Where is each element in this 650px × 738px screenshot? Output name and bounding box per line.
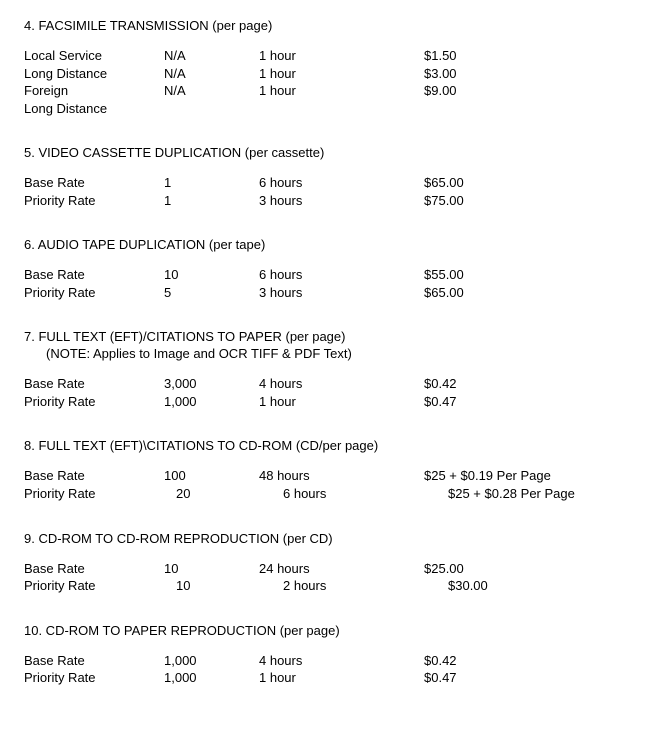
rate-qty: 10 [164, 266, 259, 284]
rate-qty: 10 [164, 560, 259, 578]
rate-time: 4 hours [259, 375, 424, 393]
section: 7. FULL TEXT (EFT)/CITATIONS TO PAPER (p… [24, 329, 626, 410]
rate-price: $9.00 [424, 82, 626, 100]
rate-label: Long Distance [24, 100, 164, 118]
section-title: 4. FACSIMILE TRANSMISSION (per page) [24, 18, 626, 33]
section-title: 10. CD-ROM TO PAPER REPRODUCTION (per pa… [24, 623, 626, 638]
rate-label: Base Rate [24, 560, 164, 578]
rate-row: Priority Rate102 hours$30.00 [24, 577, 626, 595]
rate-row: Local ServiceN/A1 hour$1.50 [24, 47, 626, 65]
rate-label: Priority Rate [24, 669, 164, 687]
rate-label: Priority Rate [24, 284, 164, 302]
rate-price: $65.00 [424, 174, 626, 192]
rate-label: Priority Rate [24, 485, 164, 503]
rate-row: Priority Rate206 hours$25 + $0.28 Per Pa… [24, 485, 626, 503]
rate-price: $25 + $0.28 Per Page [448, 485, 626, 503]
rate-time: 1 hour [259, 82, 424, 100]
rate-qty: 3,000 [164, 375, 259, 393]
rate-label: Long Distance [24, 65, 164, 83]
rate-time: 48 hours [259, 467, 424, 485]
rate-price: $1.50 [424, 47, 626, 65]
rate-price: $0.47 [424, 393, 626, 411]
rate-price: $3.00 [424, 65, 626, 83]
rate-row: Base Rate10048 hours$25 + $0.19 Per Page [24, 467, 626, 485]
rate-row: Base Rate16 hours$65.00 [24, 174, 626, 192]
rate-price: $0.42 [424, 375, 626, 393]
rate-time: 1 hour [259, 47, 424, 65]
rate-time: 1 hour [259, 669, 424, 687]
rate-label: Priority Rate [24, 393, 164, 411]
rate-label: Base Rate [24, 174, 164, 192]
rate-time: 1 hour [259, 65, 424, 83]
rate-price: $0.42 [424, 652, 626, 670]
rate-time: 1 hour [259, 393, 424, 411]
section: 8. FULL TEXT (EFT)\CITATIONS TO CD-ROM (… [24, 438, 626, 502]
rate-qty: 1,000 [164, 652, 259, 670]
rate-label: Foreign [24, 82, 164, 100]
rate-price: $30.00 [448, 577, 626, 595]
rate-row: Long DistanceN/A1 hour$3.00 [24, 65, 626, 83]
rate-time: 3 hours [259, 192, 424, 210]
section-note: (NOTE: Applies to Image and OCR TIFF & P… [46, 346, 626, 361]
rate-row: Priority Rate1,0001 hour$0.47 [24, 669, 626, 687]
rate-qty: 1,000 [164, 669, 259, 687]
rate-qty: 100 [164, 467, 259, 485]
section: 4. FACSIMILE TRANSMISSION (per page) Loca… [24, 18, 626, 117]
rate-time: 6 hours [259, 174, 424, 192]
rate-qty: N/A [164, 65, 259, 83]
rate-label: Base Rate [24, 375, 164, 393]
section-title: 5. VIDEO CASSETTE DUPLICATION (per casse… [24, 145, 626, 160]
rate-qty: 20 [164, 485, 271, 503]
rate-price: $65.00 [424, 284, 626, 302]
rate-time: 4 hours [259, 652, 424, 670]
rate-label: Local Service [24, 47, 164, 65]
rate-label: Priority Rate [24, 577, 164, 595]
rate-qty: N/A [164, 82, 259, 100]
rate-time: 3 hours [259, 284, 424, 302]
rate-price: $55.00 [424, 266, 626, 284]
rate-time: 6 hours [259, 266, 424, 284]
rate-label: Base Rate [24, 652, 164, 670]
rate-row: Base Rate106 hours$55.00 [24, 266, 626, 284]
rate-label: Base Rate [24, 266, 164, 284]
rate-qty: 1 [164, 192, 259, 210]
rate-qty: 5 [164, 284, 259, 302]
section: 6. AUDIO TAPE DUPLICATION (per tape) Base… [24, 237, 626, 301]
rate-time: 2 hours [271, 577, 448, 595]
section-title: 7. FULL TEXT (EFT)/CITATIONS TO PAPER (p… [24, 329, 626, 344]
rate-qty: 1,000 [164, 393, 259, 411]
section-title: 8. FULL TEXT (EFT)\CITATIONS TO CD-ROM (… [24, 438, 626, 453]
rate-row: Priority Rate13 hours$75.00 [24, 192, 626, 210]
rate-row: Priority Rate1,0001 hour$0.47 [24, 393, 626, 411]
rate-time: 6 hours [271, 485, 448, 503]
rate-row: Base Rate1,0004 hours$0.42 [24, 652, 626, 670]
rate-price: $25.00 [424, 560, 626, 578]
rate-price: $75.00 [424, 192, 626, 210]
rate-row: Priority Rate53 hours$65.00 [24, 284, 626, 302]
rate-price: $25 + $0.19 Per Page [424, 467, 626, 485]
section: 10. CD-ROM TO PAPER REPRODUCTION (per pa… [24, 623, 626, 687]
rate-row: Base Rate1024 hours$25.00 [24, 560, 626, 578]
section: 5. VIDEO CASSETTE DUPLICATION (per casse… [24, 145, 626, 209]
section-title: 9. CD-ROM TO CD-ROM REPRODUCTION (per CD… [24, 531, 626, 546]
rate-row: ForeignN/A1 hour$9.00 [24, 82, 626, 100]
rate-qty: 10 [164, 577, 271, 595]
rate-qty: N/A [164, 47, 259, 65]
section: 9. CD-ROM TO CD-ROM REPRODUCTION (per CD… [24, 531, 626, 595]
rate-label: Priority Rate [24, 192, 164, 210]
fee-schedule: 4. FACSIMILE TRANSMISSION (per page) Loca… [24, 18, 626, 687]
rate-label: Base Rate [24, 467, 164, 485]
rate-row: Base Rate3,0004 hours$0.42 [24, 375, 626, 393]
rate-row: Long Distance [24, 100, 626, 118]
rate-price: $0.47 [424, 669, 626, 687]
rate-time: 24 hours [259, 560, 424, 578]
section-title: 6. AUDIO TAPE DUPLICATION (per tape) [24, 237, 626, 252]
rate-qty: 1 [164, 174, 259, 192]
